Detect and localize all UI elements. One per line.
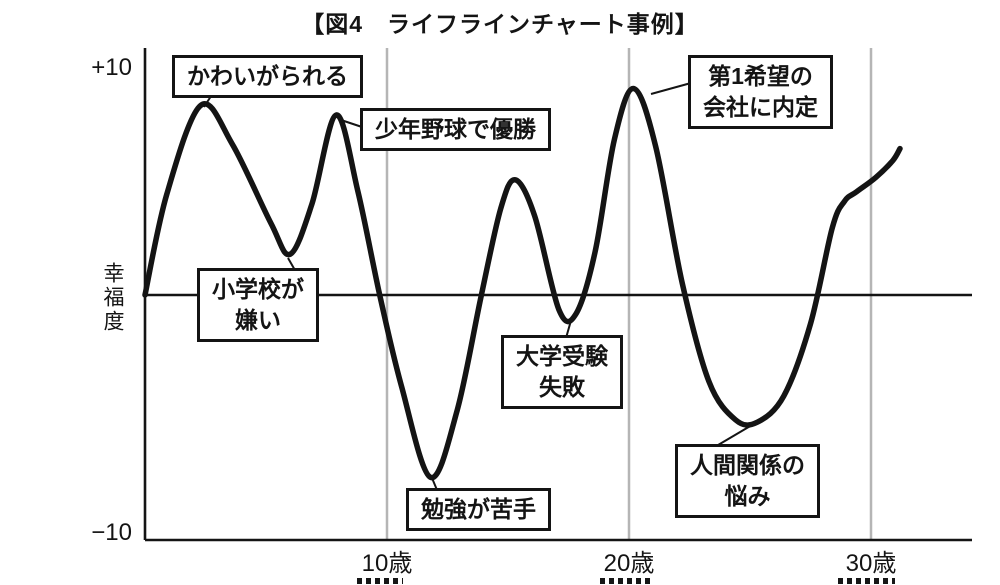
leader-line (650, 82, 692, 95)
x-tick-age-20: 20歳 (603, 550, 655, 577)
annotation-bad-at-studying: 勉強が苦手 (406, 488, 551, 532)
annotation-failed-university-exam: 大学受験 失敗 (501, 335, 623, 410)
annotation-text: 大学受験 (516, 343, 608, 369)
annotation-text: 第1希望の (708, 63, 813, 89)
cropped-text-remnant (357, 578, 403, 584)
annotation-text: 会社に内定 (703, 94, 818, 121)
annotation-text: 小学校が (212, 276, 304, 302)
annotation-text: 勉強が苦手 (421, 496, 536, 522)
figure-title: 【図4 ライフラインチャート事例】 (301, 11, 699, 37)
annotation-text: 人間関係の (690, 452, 805, 478)
annotation-job-offer-first-choice: 第1希望の 会社に内定 (688, 55, 833, 130)
y-axis-title: 幸福度 (101, 262, 124, 334)
annotation-text: 少年野球で優勝 (375, 116, 536, 142)
lifeline-curve (142, 85, 903, 481)
annotation-relationship-troubles: 人間関係の 悩み (675, 444, 820, 519)
y-tick-plus10: +10 (91, 54, 132, 81)
annotation-hated-elementary-school: 小学校が 嫌い (197, 268, 319, 343)
y-tick-minus10: −10 (91, 519, 132, 546)
annotation-text: 悩み (724, 483, 771, 510)
annotation-text: かわいがられる (187, 63, 348, 89)
annotation-won-youth-baseball: 少年野球で優勝 (360, 108, 551, 152)
x-tick-age-10: 10歳 (361, 550, 413, 577)
annotation-loved-as-child: かわいがられる (172, 55, 363, 99)
annotation-text: 嫌い (235, 307, 281, 334)
cropped-text-remnant (600, 578, 652, 584)
leader-line (340, 119, 363, 128)
cropped-text-remnant (838, 578, 895, 584)
x-tick-age-30: 30歳 (845, 550, 897, 577)
annotation-text: 失敗 (539, 374, 585, 401)
